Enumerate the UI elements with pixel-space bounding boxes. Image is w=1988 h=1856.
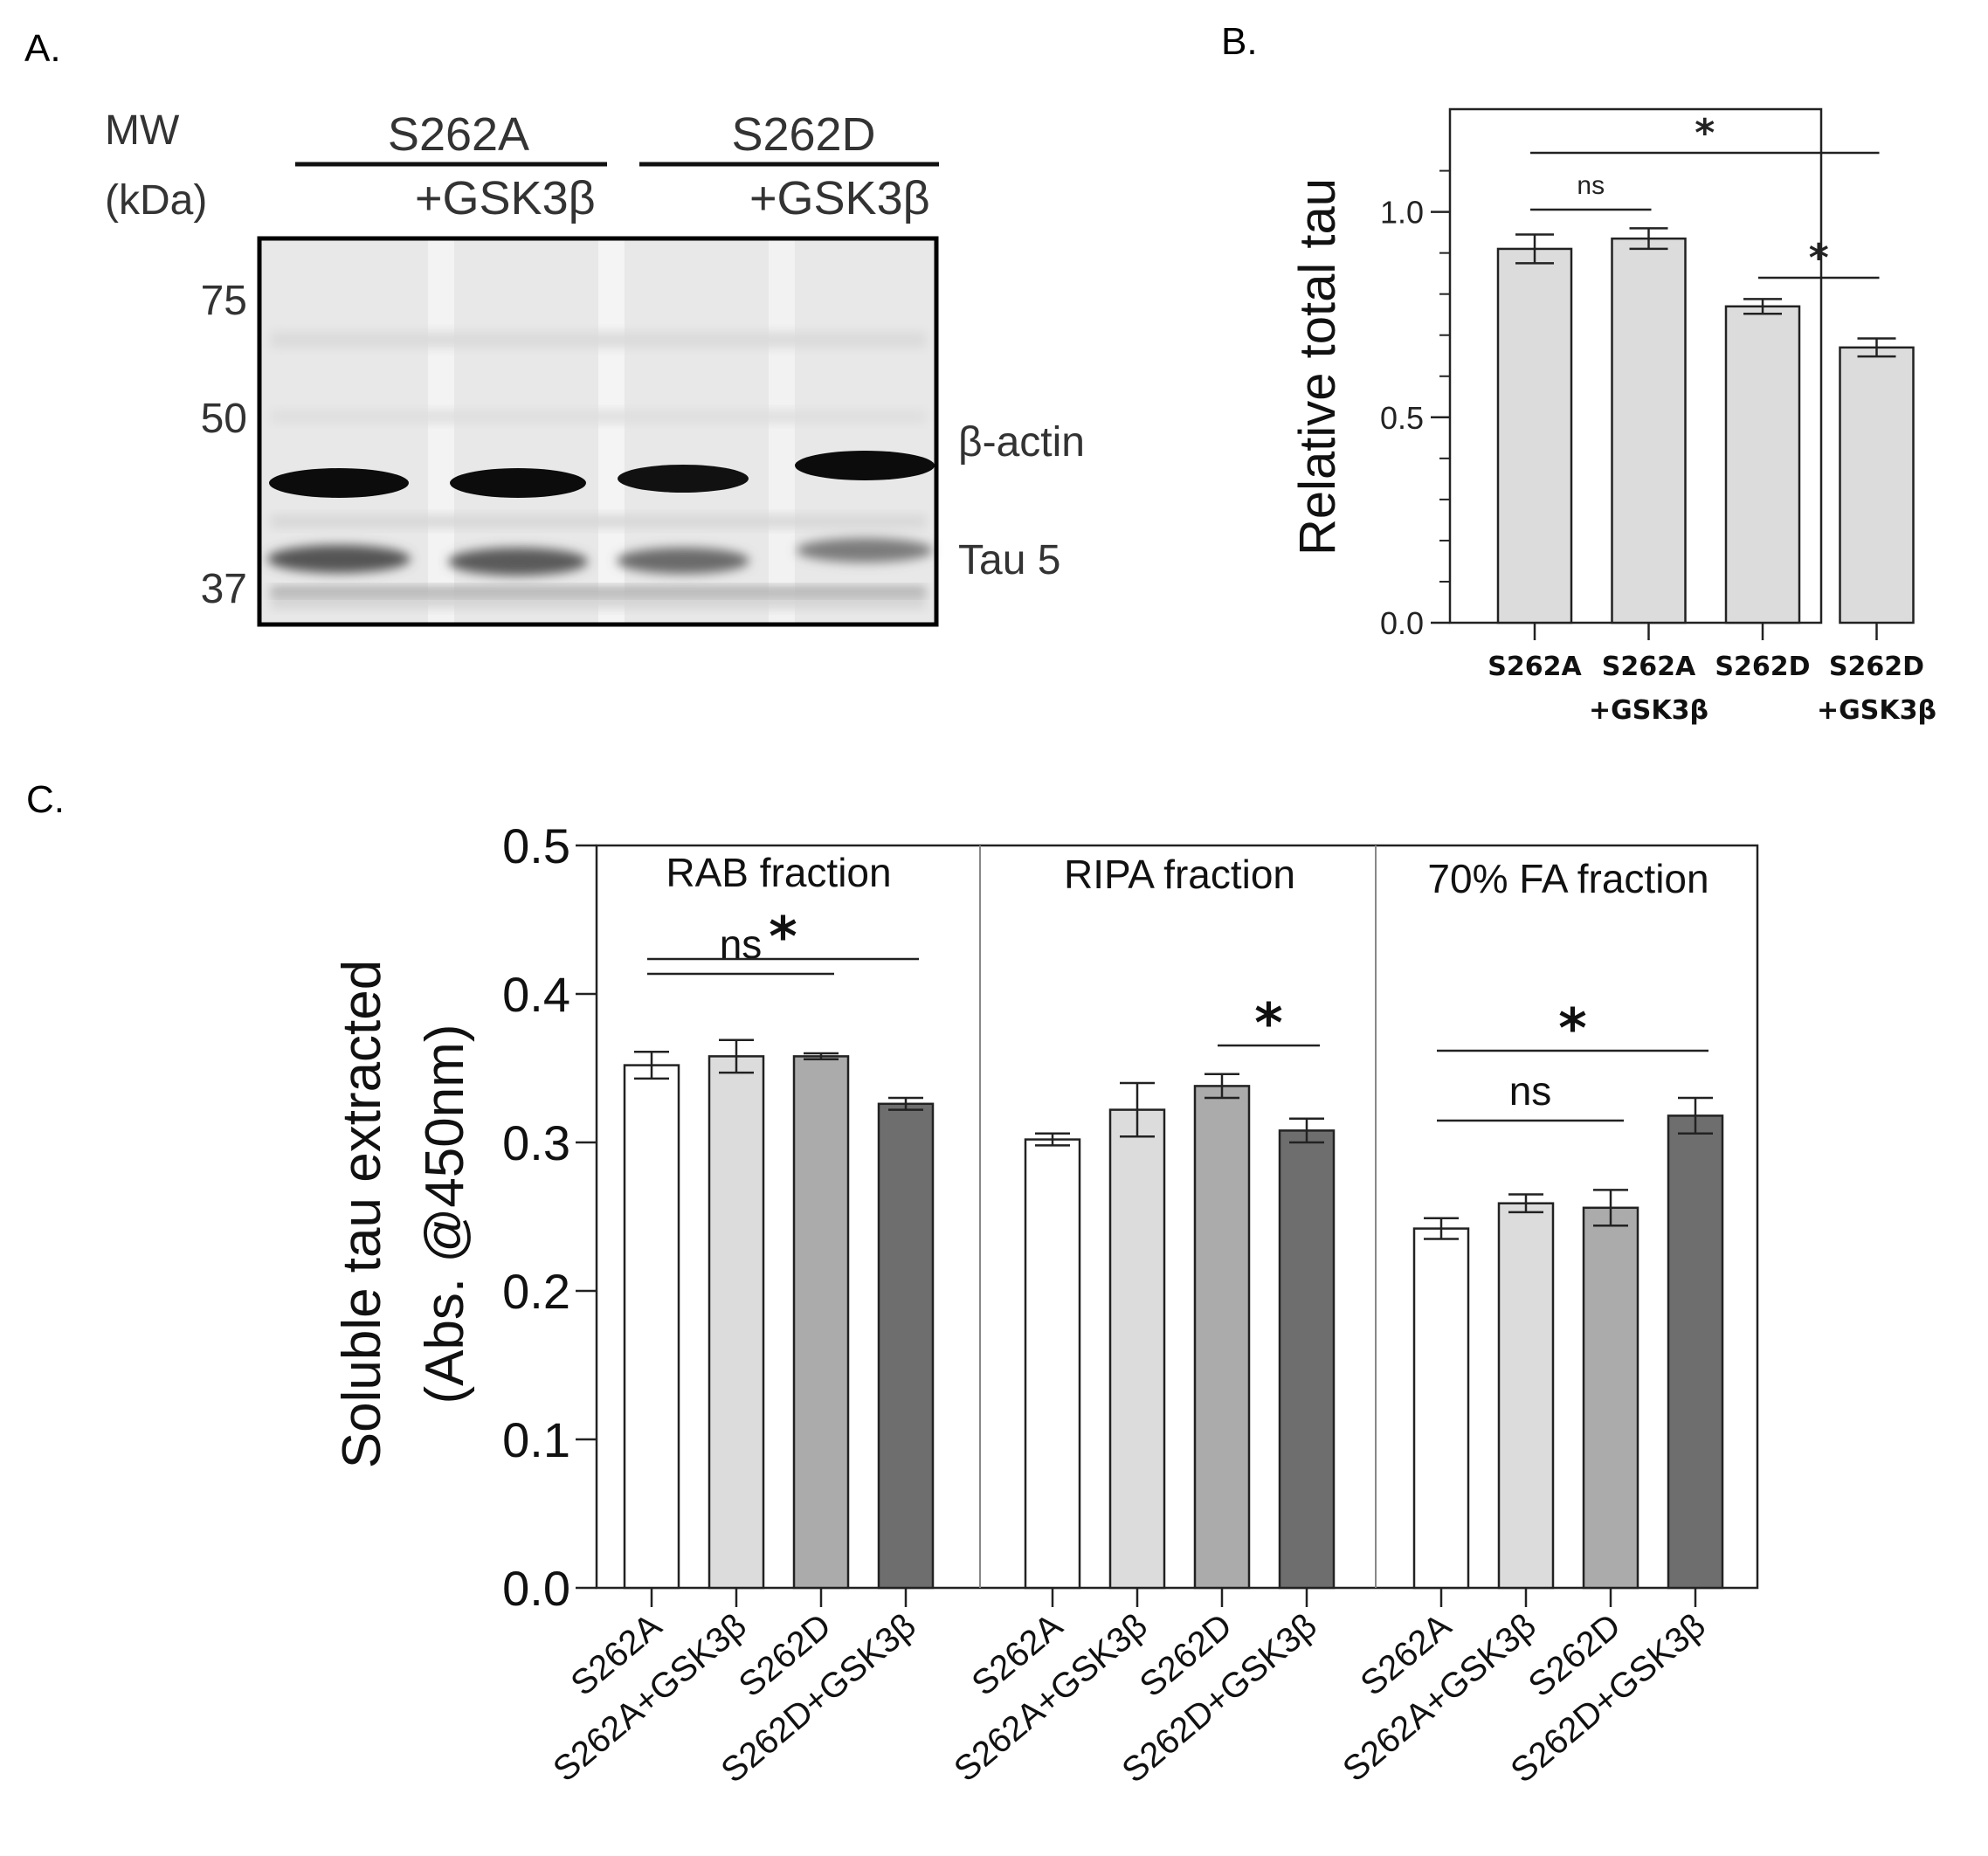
panel-c-bar [1412, 1227, 1470, 1590]
panel-c-bar [792, 1055, 850, 1590]
panel-c-bar [877, 1102, 935, 1590]
panel-c-group-title: RAB fraction [666, 850, 891, 895]
panel-c-chart: 0.00.10.20.30.40.5 RAB fractionS262AS262A… [502, 818, 1759, 1790]
panel-c-bar [1278, 1129, 1336, 1590]
panel-c-plot-frame [595, 844, 1759, 1590]
panel-c-y-tick-label: 0.4 [502, 967, 570, 1022]
panel-c-bar [623, 1064, 680, 1590]
panel-c-bar [1108, 1108, 1166, 1590]
panel-b-x-tick-label: S262A [1488, 652, 1582, 682]
panel-c-bar [1497, 1202, 1555, 1590]
panel-c-y-axis-title-line2: (Abs. @450nm) [415, 1024, 475, 1404]
panel-c-y-tick-label: 0.5 [502, 818, 570, 873]
beta-actin-bands [269, 451, 935, 498]
panel-c-bar [1582, 1206, 1639, 1590]
panel-c-bar [1193, 1085, 1251, 1590]
tau5-bands [267, 538, 933, 596]
panel-b-x-tick-label: +GSK3β [1589, 695, 1708, 726]
panel-b-bar [1611, 237, 1687, 624]
group-sub-s262d: +GSK3β [749, 172, 930, 224]
marker-37: 37 [201, 566, 247, 612]
panel-c-label: C. [26, 778, 65, 821]
group-label-s262a: S262A [388, 108, 529, 161]
panel-b-x-tick-label: +GSK3β [1817, 695, 1936, 726]
panel-c-y-tick-label: 0.1 [502, 1412, 570, 1467]
panel-c-group-title: 70% FA fraction [1427, 856, 1708, 901]
marker-50: 50 [201, 396, 247, 442]
panel-c-bar [708, 1055, 765, 1590]
panel-b-y-tick-label: 0.5 [1380, 400, 1424, 436]
panel-c-significance-label: * [1254, 991, 1282, 1055]
kda-label: (kDa) [105, 177, 207, 224]
panel-b-significance-label: ns [1577, 171, 1605, 200]
band-label-beta-actin: β-actin [958, 419, 1085, 466]
panel-b-significance-label: * [1809, 236, 1829, 280]
group-sub-s262a: +GSK3β [415, 172, 596, 224]
panel-c-significance-label: * [769, 905, 797, 969]
panel-c-bar [1024, 1138, 1081, 1590]
panel-b-bar [1839, 346, 1915, 624]
panel-b-bar [1724, 305, 1801, 624]
panel-b-y-tick-label: 0.0 [1380, 605, 1424, 641]
panel-c-significance-label: * [1558, 997, 1586, 1060]
panel-b-label: B. [1221, 20, 1258, 63]
panel-b-x-tick-label: S262A [1602, 652, 1696, 682]
panel-c-y-tick-label: 0.3 [502, 1115, 570, 1170]
marker-75: 75 [201, 278, 247, 324]
panel-c-y-tick-label: 0.0 [502, 1561, 570, 1616]
panel-c-significance-label: ns [1509, 1068, 1552, 1114]
panel-a: A. MW (kDa) S262A +GSK3β S262D +GSK3β 75… [24, 27, 1085, 627]
panel-c-bar [1667, 1114, 1724, 1590]
panel-b-significance-label: * [1695, 111, 1715, 155]
panel-c-group-title: RIPA fraction [1064, 852, 1295, 897]
panel-b-x-tick-label: S262D [1829, 652, 1924, 682]
panel-b-bar [1496, 247, 1573, 624]
mw-label: MW [105, 107, 180, 154]
group-label-s262d: S262D [731, 108, 875, 161]
western-blot-image [257, 236, 939, 627]
panel-c: C. Soluble tau extracted (Abs. @450nm) 0… [26, 778, 1759, 1790]
panel-b-y-tick-label: 1.0 [1380, 195, 1424, 231]
panel-b-y-axis-title: Relative total tau [1289, 178, 1346, 555]
panel-b-x-tick-label: S262D [1715, 652, 1810, 682]
panel-c-y-axis-title-line1: Soluble tau extracted [332, 960, 392, 1469]
panel-a-label: A. [24, 27, 61, 70]
panel-c-y-tick-label: 0.2 [502, 1264, 570, 1319]
panel-b: B. Relative total tau 0.0 0.5 1.0 S262A S262… [1221, 20, 1936, 726]
band-label-tau5: Tau 5 [958, 537, 1060, 583]
